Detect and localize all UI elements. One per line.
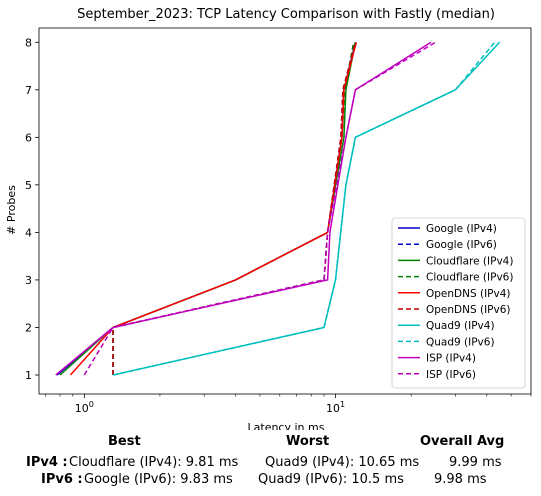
latency-chart: September_2023: TCP Latency Comparison w… — [5, 7, 532, 430]
legend-entry: Quad9 (IPv6) — [426, 336, 495, 348]
legend-entry: OpenDNS (IPv4) — [426, 288, 511, 300]
legend-entry: Cloudflare (IPv6) — [426, 272, 513, 284]
y-tick-label: 1 — [25, 369, 32, 382]
row-label-ipv6: IPv6 : — [41, 472, 83, 487]
series-line-google-ipv4 — [56, 42, 357, 376]
series-line-google-ipv6 — [112, 42, 357, 375]
best-ipv6: Google (IPv6): 9.83 ms — [84, 472, 233, 487]
legend-entry: OpenDNS (IPv6) — [426, 304, 511, 316]
avg-ipv4: 9.99 ms — [449, 455, 502, 470]
legend-entry: ISP (IPv4) — [426, 353, 476, 365]
worst-ipv6: Quad9 (IPv6): 10.5 ms — [258, 472, 404, 487]
header-worst: Worst — [286, 434, 330, 449]
x-axis-label: Latency in ms — [248, 421, 325, 430]
series-line-opendns-ipv4 — [69, 42, 358, 376]
series-line-cloudflare-ipv6 — [112, 42, 355, 375]
y-tick-label: 8 — [25, 36, 32, 49]
series-line-opendns-ipv6 — [112, 42, 357, 375]
row-label-ipv4: IPv4 : — [26, 455, 68, 470]
x-tick-label: 101 — [326, 400, 345, 415]
series-line-quad9-ipv6 — [112, 41, 496, 376]
summary-row-ipv6: IPv6 : — [41, 472, 83, 487]
header-best: Best — [108, 434, 141, 449]
plot-frame — [38, 27, 532, 395]
y-axis-label: # Probes — [5, 185, 18, 235]
chart-title: September_2023: TCP Latency Comparison w… — [77, 7, 495, 22]
legend-entry: Quad9 (IPv4) — [426, 320, 495, 332]
y-tick-label: 7 — [25, 84, 32, 97]
avg-ipv6: 9.98 ms — [434, 472, 487, 487]
y-tick-label: 3 — [25, 274, 32, 287]
y-tick-label: 4 — [25, 226, 32, 239]
y-tick-label: 2 — [25, 321, 32, 334]
series-line-isp-ipv6 — [83, 41, 436, 376]
series-line-isp-ipv4 — [55, 41, 432, 376]
series-line-cloudflare-ipv4 — [59, 42, 357, 376]
legend-entry: ISP (IPv6) — [426, 369, 476, 381]
legend-entry: Google (IPv4) — [426, 223, 497, 235]
worst-ipv4: Quad9 (IPv4): 10.65 ms — [265, 455, 420, 470]
y-tick-label: 5 — [25, 179, 32, 192]
legend-entry: Cloudflare (IPv4) — [426, 255, 513, 267]
summary-row-ipv4: IPv4 : — [26, 455, 68, 470]
header-overall-avg: Overall Avg — [420, 434, 505, 449]
legend-entry: Google (IPv6) — [426, 239, 497, 251]
best-ipv4: Cloudflare (IPv4): 9.81 ms — [69, 455, 239, 470]
x-tick-label: 100 — [75, 400, 94, 415]
summary-table: Best Worst Overall Avg IPv4 : Cloudflare… — [0, 430, 541, 496]
legend-box — [391, 217, 526, 389]
y-tick-label: 6 — [25, 131, 32, 144]
